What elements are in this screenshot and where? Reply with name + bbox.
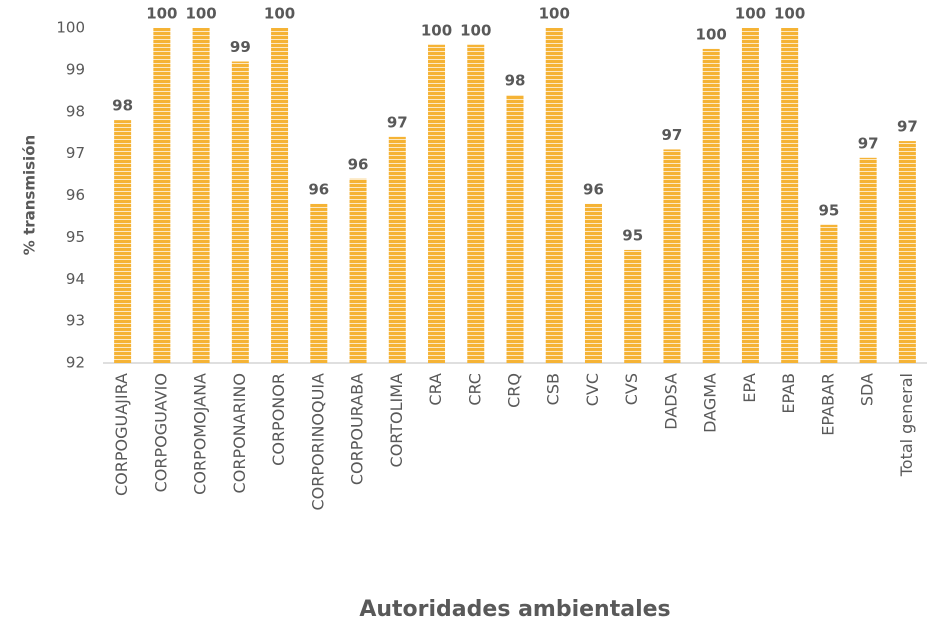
bar bbox=[741, 28, 759, 363]
data-label: 95 bbox=[622, 226, 643, 244]
x-tick-label: CRA bbox=[426, 373, 445, 406]
bar bbox=[271, 28, 289, 363]
y-tick-label: 97 bbox=[66, 144, 85, 162]
x-tick-label: CSB bbox=[544, 373, 563, 405]
x-tick-label: CRQ bbox=[505, 373, 524, 408]
x-tick-label: CRC bbox=[465, 373, 484, 406]
x-axis-title: Autoridades ambientales bbox=[359, 597, 670, 622]
bar bbox=[584, 203, 602, 363]
x-tick-label: CVS bbox=[622, 373, 641, 405]
x-tick-label: DADSA bbox=[661, 373, 680, 430]
bar bbox=[506, 95, 524, 363]
data-label: 100 bbox=[264, 5, 295, 23]
x-tick-label: CORPONARINO bbox=[230, 373, 249, 493]
y-axis-title: % transmisión bbox=[21, 135, 39, 255]
data-label: 99 bbox=[230, 38, 251, 56]
x-tick-label: Total general bbox=[897, 373, 916, 477]
data-label: 100 bbox=[774, 5, 805, 23]
x-tick-label: CORPOURABA bbox=[348, 373, 367, 485]
bar bbox=[388, 136, 406, 363]
data-label: 97 bbox=[897, 118, 918, 136]
x-tick-label: CORPONOR bbox=[269, 373, 288, 466]
x-tick-label: DAGMA bbox=[701, 373, 720, 433]
x-tick-label: EPABAR bbox=[818, 373, 837, 436]
data-label: 100 bbox=[696, 25, 727, 43]
bar bbox=[310, 203, 328, 363]
y-tick-label: 96 bbox=[66, 186, 85, 204]
y-tick-label: 100 bbox=[56, 19, 85, 37]
data-label: 98 bbox=[112, 97, 133, 115]
x-tick-label: CORPORINOQUIA bbox=[308, 373, 327, 511]
y-tick-label: 98 bbox=[66, 102, 85, 120]
bar bbox=[467, 44, 485, 363]
bar bbox=[820, 224, 838, 363]
data-label: 96 bbox=[348, 155, 369, 173]
data-label: 100 bbox=[421, 21, 452, 39]
bar bbox=[114, 120, 132, 363]
y-tick-label: 99 bbox=[66, 60, 85, 78]
x-tick-label: SDA bbox=[858, 373, 877, 406]
x-tick-label: EPA bbox=[740, 373, 759, 403]
y-tick-label: 93 bbox=[66, 312, 85, 330]
data-label: 100 bbox=[539, 5, 570, 23]
y-tick-label: 95 bbox=[66, 228, 85, 246]
bar bbox=[153, 28, 171, 363]
data-label: 97 bbox=[858, 134, 879, 152]
data-label: 97 bbox=[662, 126, 683, 144]
data-label: 95 bbox=[818, 201, 839, 219]
bar bbox=[663, 149, 681, 363]
bar bbox=[231, 61, 249, 363]
data-label: 100 bbox=[735, 5, 766, 23]
bar bbox=[781, 28, 799, 363]
bar bbox=[349, 178, 367, 363]
x-tick-label: CORPOMOJANA bbox=[191, 373, 210, 495]
x-tick-label: EPAB bbox=[779, 373, 798, 414]
bar bbox=[428, 44, 446, 363]
x-tick-label: CVC bbox=[583, 373, 602, 406]
data-label: 100 bbox=[146, 5, 177, 23]
data-label: 96 bbox=[583, 180, 604, 198]
bar bbox=[859, 157, 877, 363]
bar bbox=[898, 141, 916, 363]
data-label: 98 bbox=[505, 72, 526, 90]
bar bbox=[624, 249, 642, 363]
y-tick-label: 94 bbox=[66, 270, 85, 288]
bar bbox=[545, 28, 563, 363]
data-label: 96 bbox=[308, 180, 329, 198]
y-tick-label: 92 bbox=[66, 354, 85, 372]
x-tick-label: CORTOLIMA bbox=[387, 373, 406, 468]
bar bbox=[192, 28, 210, 363]
data-label: 100 bbox=[460, 21, 491, 39]
data-label: 97 bbox=[387, 113, 408, 131]
x-tick-label: CORPOGUAVIO bbox=[151, 373, 170, 492]
bar bbox=[702, 48, 720, 363]
x-tick-label: CORPOGUAJIRA bbox=[112, 373, 131, 496]
data-label: 100 bbox=[185, 5, 216, 23]
